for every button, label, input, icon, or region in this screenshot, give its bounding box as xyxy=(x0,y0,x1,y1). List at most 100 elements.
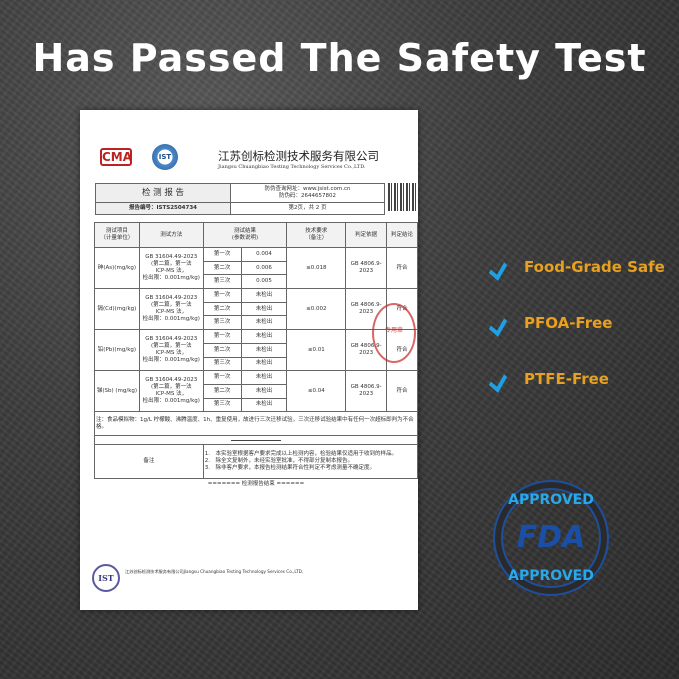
fda-approved-badge: APPROVED FDA APPROVED xyxy=(493,480,609,596)
result-value: 0.005 xyxy=(240,274,288,290)
badge-fda-text: FDA xyxy=(516,520,586,555)
feature-ptfe-free: PTFE-Free xyxy=(490,370,609,388)
test-method: GB 31604.49-2023 (第二篇，第一法 ICP-MS 法， 检出限：0.0… xyxy=(138,246,204,290)
footer-ist-seal: IST xyxy=(92,564,120,592)
column-header: 测试方法 xyxy=(138,222,204,248)
test-method: GB 31604.49-2023 (第二篇，第一法 ICP-MS 法， 检出限：0.0… xyxy=(138,370,204,413)
table-row: 锑(Sb) (mg/kg) GB 31604.49-2023 (第二篇，第一法 ICP… xyxy=(94,370,418,413)
badge-bottom-text: APPROVED xyxy=(508,568,594,584)
result-value: 未检出 xyxy=(240,370,288,385)
method-line: (第二篇，第一法 xyxy=(150,384,192,391)
check-icon xyxy=(490,372,510,386)
result-value: 未检出 xyxy=(240,342,288,358)
row-conclusion: 符合 xyxy=(386,370,418,413)
result-value: 0.004 xyxy=(240,247,288,262)
feature-food-grade: Food-Grade Safe xyxy=(490,258,665,276)
method-line: GB 31604.49-2023 xyxy=(145,336,198,343)
divider-row xyxy=(94,435,418,446)
method-line: ICP-MS 法， xyxy=(155,268,188,275)
divider xyxy=(94,435,418,446)
method-line: (第二篇，第一法 xyxy=(150,302,192,309)
result-value: 未检出 xyxy=(240,397,288,413)
round-label: 第三次 xyxy=(202,397,242,413)
verify-info: 防伪查询网址：www.jsist.com.cn 防伪码：2644657802 xyxy=(230,183,385,203)
method-line: ICP-MS 法， xyxy=(155,391,188,398)
method-line: ICP-MS 法， xyxy=(155,350,188,357)
result-value: 未检出 xyxy=(240,301,288,317)
table-row: 镉(Cd)(mg/kg) GB 31604.49-2023 (第二篇，第一法 ICP-… xyxy=(94,288,418,331)
remark-item: 2. 除全文复制外，未经实验室批准，不得部分复制本报告。 xyxy=(204,458,353,465)
round-label: 第三次 xyxy=(202,356,242,372)
column-header: 测试结果 (参数说明) xyxy=(202,222,288,248)
report-end-text: ======= 检测报告结束 ====== xyxy=(207,480,305,487)
check-icon xyxy=(490,260,510,274)
row-basis: GB 4806.9-2023 xyxy=(345,246,388,290)
column-header: 判定结论 xyxy=(386,222,418,248)
result-value: 未检出 xyxy=(240,383,288,399)
method-line: (第二篇，第一法 xyxy=(150,261,192,268)
method-line: 检出限：0.001mg/kg) xyxy=(142,274,200,281)
row-req: ≤0.01 xyxy=(286,329,347,372)
page-count: 第2页，共 2 页 xyxy=(230,202,385,215)
cma-logo: CMA xyxy=(100,148,133,166)
qr-code xyxy=(388,183,416,211)
result-value: 未检出 xyxy=(240,356,288,372)
column-header: 技术要求 （备注） xyxy=(286,222,347,248)
row-conclusion: 符合 xyxy=(386,246,418,290)
test-method: GB 31604.49-2023 (第二篇，第一法 ICP-MS 法， 检出限：0.0… xyxy=(138,288,204,331)
method-line: 检出限：0.001mg/kg) xyxy=(142,357,200,364)
feature-pfoa-free: PFOA-Free xyxy=(490,314,612,332)
remarks-label: 备注 xyxy=(94,444,204,480)
check-icon xyxy=(490,316,510,330)
feature-label: PFOA-Free xyxy=(524,314,613,332)
page-title: Has Passed The Safety Test xyxy=(32,36,647,80)
remarks-row: 备注 1. 本实验室根据客户要求完成以上检测内容，检验结果仅适用于收到的样品。 2.… xyxy=(94,444,419,480)
column-header: 测试项目 （计量单位） xyxy=(94,222,140,248)
test-method: GB 31604.49-2023 (第二篇，第一法 ICP-MS 法， 检出限：0.0… xyxy=(138,329,204,372)
round-label: 第三次 xyxy=(202,315,242,331)
round-label: 第二次 xyxy=(202,301,242,317)
test-item: 砷(As)(mg/kg) xyxy=(94,246,140,290)
round-label: 第二次 xyxy=(202,383,242,399)
note-row: 注：食品模拟物：1g/L 柠檬酸、沸腾温度、1h、重复使用，故进行三次迁移试验，… xyxy=(94,411,418,437)
remarks-content: 1. 本实验室根据客户要求完成以上检测内容，检验结果仅适用于收到的样品。 2. 除… xyxy=(202,444,419,480)
result-value: 未检出 xyxy=(240,329,288,344)
report-title: 检 测 报 告 xyxy=(95,183,231,203)
badge-top-text: APPROVED xyxy=(508,492,594,508)
row-req: ≤0.002 xyxy=(286,288,347,331)
table-row: 第三次 未检出 xyxy=(95,356,418,372)
test-item: 锑(Sb) (mg/kg) xyxy=(94,370,140,413)
round-label: 第一次 xyxy=(202,329,242,344)
test-report-document: CMA IST 江苏创标检测技术服务有限公司 Jiangsu Chuangbia… xyxy=(80,110,419,610)
company-name-en: Jiangsu Chuangbiao Testing Technology Se… xyxy=(218,164,366,170)
method-line: 检出限：0.001mg/kg) xyxy=(142,398,200,405)
test-item: 铅(Pb)(mg/kg) xyxy=(94,329,140,372)
row-basis: GB 4806.9-2023 xyxy=(345,370,388,413)
method-line: (第二篇，第一法 xyxy=(150,343,192,350)
official-stamp: 专用章 xyxy=(372,303,416,363)
round-label: 第一次 xyxy=(202,288,242,303)
round-label: 第一次 xyxy=(202,247,242,262)
table-row: 砷(As)(mg/kg) GB 31604.49-2023 (第二篇，第一法 ICP-… xyxy=(94,246,418,290)
report-header-box: 检 测 报 告 防伪查询网址：www.jsist.com.cn 防伪码：26446… xyxy=(95,183,385,215)
method-line: GB 31604.49-2023 xyxy=(145,295,198,302)
end-row: ======= 检测报告结束 ====== xyxy=(95,479,418,489)
round-label: 第二次 xyxy=(202,260,242,276)
row-req: ≤0.018 xyxy=(286,246,347,290)
table-row: 第二次 未检出 xyxy=(95,301,418,317)
column-header: 判定依据 xyxy=(345,222,388,248)
results-table: 测试项目 （计量单位） 测试方法 测试结果 (参数说明) 技术要求 （备注） 判定依据判… xyxy=(94,222,419,489)
verify-code: 防伪码：2644657802 xyxy=(279,193,336,199)
table-row: 第二次 0.006 xyxy=(95,260,418,276)
test-item: 镉(Cd)(mg/kg) xyxy=(94,288,140,331)
round-label: 第二次 xyxy=(202,342,242,358)
method-line: 检出限：0.001mg/kg) xyxy=(142,315,200,322)
method-line: GB 31604.49-2023 xyxy=(145,377,198,384)
note-text: 注：食品模拟物：1g/L 柠檬酸、沸腾温度、1h、重复使用，故进行三次迁移试验，… xyxy=(94,411,418,437)
ist-logo: IST xyxy=(152,144,178,170)
report-number: 报告编号：ISTS2504734 xyxy=(95,202,231,215)
header-row: 测试项目 （计量单位） 测试方法 测试结果 (参数说明) 技术要求 （备注） 判定依据判… xyxy=(94,222,418,248)
row-req: ≤0.04 xyxy=(286,370,347,413)
footer-company: 江苏创标检测技术服务有限公司Jiangsu Chuangbiao Testing… xyxy=(125,569,304,574)
feature-label: Food-Grade Safe xyxy=(524,258,665,276)
